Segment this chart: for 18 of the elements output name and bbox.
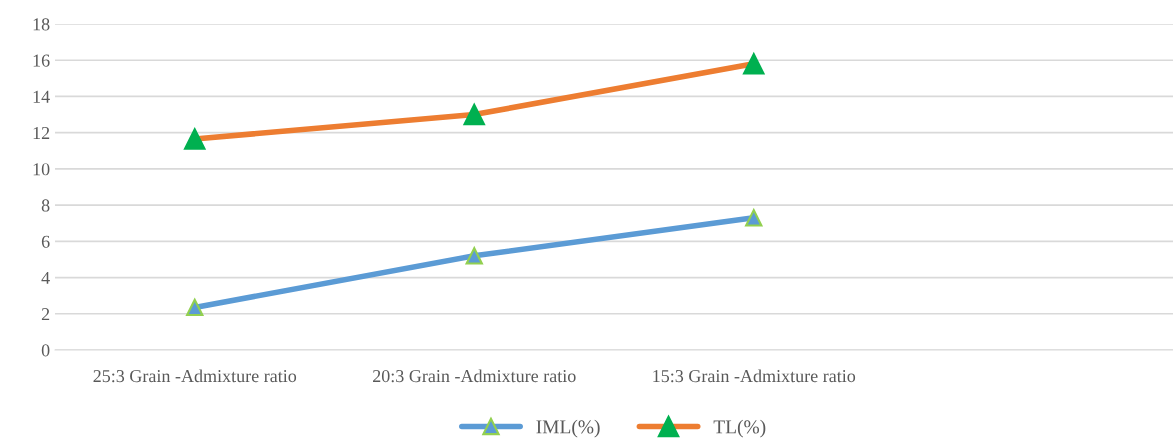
x-tick-label: 25:3 Grain -Admixture ratio xyxy=(93,369,297,383)
legend-label: TL(%) xyxy=(713,419,766,438)
x-tick-label: 20:3 Grain -Admixture ratio xyxy=(373,369,576,383)
point xyxy=(186,298,204,317)
legend-label: IML(%) xyxy=(536,419,600,438)
point xyxy=(745,209,763,227)
x-tick-label: 15:3 Grain -Admixture ratio xyxy=(653,369,856,383)
y-tick-label: 6 xyxy=(41,235,50,248)
y-tick-label: 4 xyxy=(41,271,50,284)
y-tick-label: 10 xyxy=(33,163,50,176)
point xyxy=(465,247,483,265)
y-tick-label: 18 xyxy=(33,18,50,31)
y-tick-label: 2 xyxy=(41,308,50,321)
y-tick-label: 8 xyxy=(41,199,50,212)
y-tick-label: 12 xyxy=(33,126,50,139)
y-tick-label: 14 xyxy=(33,90,50,103)
y-tick-label: 16 xyxy=(33,54,50,67)
y-tick-label: 0 xyxy=(41,344,50,357)
